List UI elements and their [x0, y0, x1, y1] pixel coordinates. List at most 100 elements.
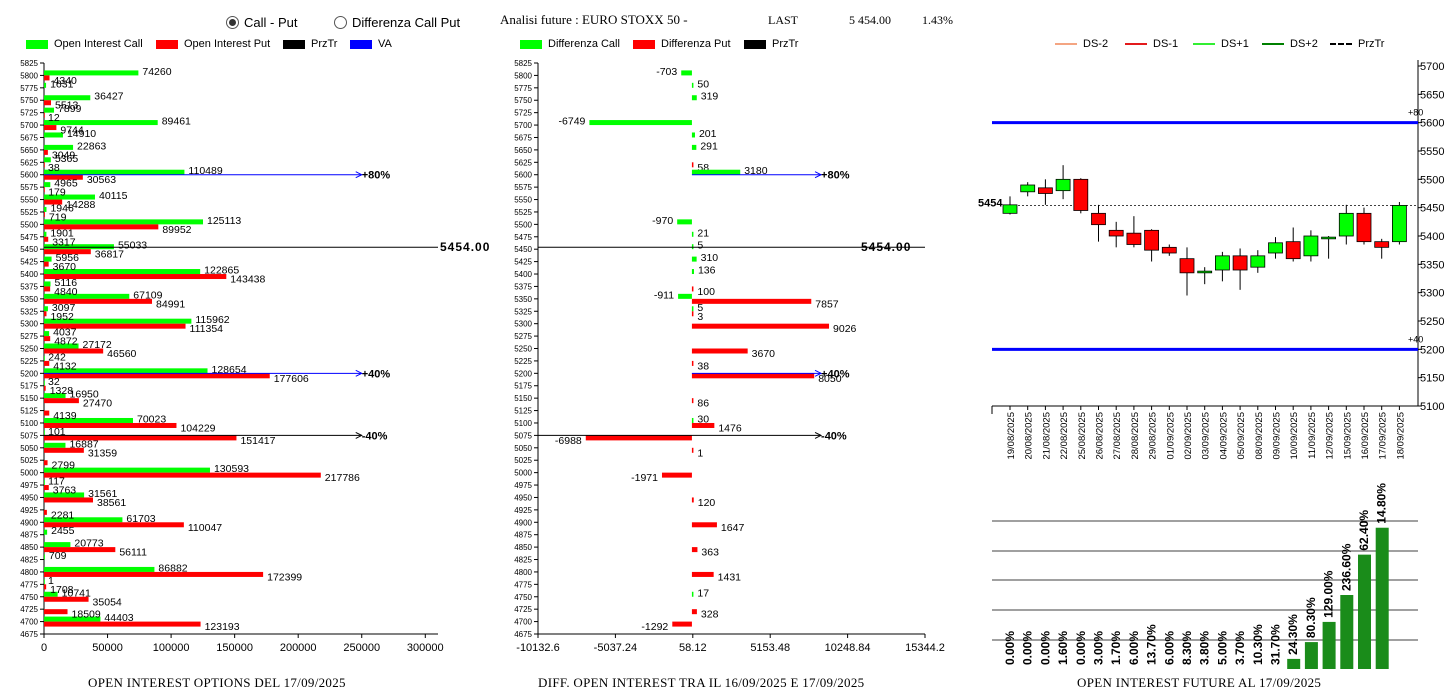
- call-oi-bar: [44, 169, 185, 175]
- put-oi-label: 27470: [83, 398, 112, 410]
- right-y-tick-label: 5100: [1420, 401, 1444, 413]
- right-y-tick-label: 5500: [1420, 174, 1444, 186]
- level-label: +80: [1408, 108, 1423, 118]
- mid-y-tick-label: 4825: [514, 556, 532, 565]
- call-oi-label: 10741: [62, 587, 91, 599]
- put-oi-bar: [44, 162, 45, 168]
- call-oi-label: 5365: [55, 153, 79, 165]
- legend-va: VA: [350, 38, 392, 50]
- left-y-tick-label: 5525: [20, 208, 38, 217]
- put-oi-bar: [44, 509, 47, 515]
- left-y-tick-label: 5475: [20, 233, 38, 242]
- call-oi-bar: [44, 281, 51, 287]
- legend-label-ds-m1: DS-1: [1153, 38, 1179, 50]
- right-y-tick-label: 5350: [1420, 259, 1444, 271]
- call-oi-bar: [44, 182, 51, 188]
- put-oi-label: 4139: [53, 410, 77, 422]
- diff-call-bar: [681, 70, 692, 76]
- left-y-tick-label: 5025: [20, 456, 38, 465]
- call-oi-label: 1: [48, 575, 54, 587]
- mid-y-tick-label: 5475: [514, 233, 532, 242]
- left-y-tick-label: 5150: [20, 394, 38, 403]
- put-oi-bar: [44, 472, 321, 478]
- oi-bar-label: 1.70%: [1109, 631, 1123, 665]
- call-oi-label: 2455: [51, 525, 75, 537]
- put-oi-bar: [44, 261, 49, 267]
- mid-y-tick-label: 5300: [514, 320, 532, 329]
- put-oi-bar: [44, 584, 47, 590]
- left-ref-label: +80%: [362, 170, 391, 182]
- mid-ref-arrow: [814, 369, 823, 377]
- oi-bar-label: 3.70%: [1233, 631, 1247, 665]
- left-y-tick-label: 4975: [20, 481, 38, 490]
- diff-label: 50: [697, 78, 709, 90]
- mid-y-tick-label: 5200: [514, 369, 532, 378]
- left-y-tick-label: 4950: [20, 493, 38, 502]
- call-oi-bar: [44, 616, 101, 622]
- call-oi-bar: [44, 231, 47, 237]
- oi-bar-label: 14.80%: [1375, 483, 1389, 524]
- legend-line-ds-m2: [1055, 43, 1077, 45]
- diff-call-bar: [691, 144, 697, 150]
- oi-bar-label: 236.60%: [1339, 543, 1353, 591]
- radio-call-put-dot[interactable]: [226, 16, 239, 29]
- left-y-tick-label: 5200: [20, 369, 38, 378]
- call-oi-label: 86882: [158, 562, 187, 574]
- date-label: 05/09/2025: [1236, 412, 1247, 460]
- diff-put-bar: [691, 609, 697, 615]
- left-y-tick-label: 4800: [20, 568, 38, 577]
- diff-call-bar: [691, 231, 694, 237]
- oi-bar: [1340, 595, 1354, 669]
- oi-bar: [1322, 621, 1336, 669]
- mid-y-tick-label: 5075: [514, 431, 532, 440]
- diff-put-bar: [691, 298, 812, 304]
- diff-label: -1971: [631, 472, 658, 484]
- radio-call-put[interactable]: Call - Put: [226, 15, 297, 30]
- put-oi-label: 177606: [274, 373, 309, 385]
- diff-label: 3670: [752, 348, 776, 360]
- put-oi-bar: [44, 522, 184, 528]
- diff-call-bar: [691, 132, 695, 138]
- call-oi-bar: [44, 244, 114, 250]
- put-oi-bar: [44, 286, 51, 292]
- candle-body: [1285, 241, 1301, 260]
- candle-body: [1215, 255, 1230, 271]
- left-ref-label: 5454.00: [440, 240, 490, 254]
- mid-x-tick-label: -10132.6: [516, 642, 559, 654]
- date-label: 28/08/2025: [1130, 412, 1141, 460]
- put-oi-label: 151417: [240, 435, 275, 447]
- legend-line-ds-p2: [1262, 43, 1284, 45]
- mid-y-tick-label: 5525: [514, 208, 532, 217]
- diff-label: 291: [700, 140, 718, 152]
- diff-label: 328: [701, 609, 719, 621]
- radio-call-put-label: Call - Put: [244, 15, 298, 30]
- right-y-tick-label: 5300: [1420, 288, 1444, 300]
- radio-diff[interactable]: Differenza Call Put: [334, 15, 460, 30]
- candle-body: [1374, 241, 1390, 248]
- call-oi-label: 27172: [83, 339, 112, 351]
- oi-bar-label: 24.30%: [1286, 614, 1300, 655]
- diff-put-bar: [691, 373, 815, 379]
- put-oi-bar: [44, 435, 237, 441]
- call-oi-label: 70023: [137, 413, 166, 425]
- diff-put-bar: [691, 286, 694, 292]
- put-oi-bar: [44, 100, 52, 106]
- call-oi-bar: [44, 492, 85, 498]
- right-y-tick-label: 5650: [1420, 89, 1444, 101]
- oi-bar-label: 8.30%: [1180, 631, 1194, 665]
- last-label: LAST: [768, 13, 798, 27]
- mid-ref-label: +80%: [821, 170, 850, 182]
- legend-label-prztr: PrzTr: [311, 38, 338, 50]
- diff-label: 1: [697, 447, 703, 459]
- call-oi-bar: [44, 529, 48, 535]
- put-oi-label: 56111: [119, 547, 147, 559]
- legend-swatch-prztr: [283, 39, 305, 49]
- oi-bar-label: 0.00%: [1074, 631, 1088, 665]
- put-oi-label: 38: [48, 162, 60, 174]
- mid-y-tick-label: 5175: [514, 382, 532, 391]
- date-label: 04/09/2025: [1218, 412, 1229, 460]
- diff-label: 17: [697, 587, 709, 599]
- radio-diff-dot[interactable]: [334, 16, 347, 29]
- oi-bar-label: 6.00%: [1127, 631, 1141, 665]
- mid-y-tick-label: 5650: [514, 146, 532, 155]
